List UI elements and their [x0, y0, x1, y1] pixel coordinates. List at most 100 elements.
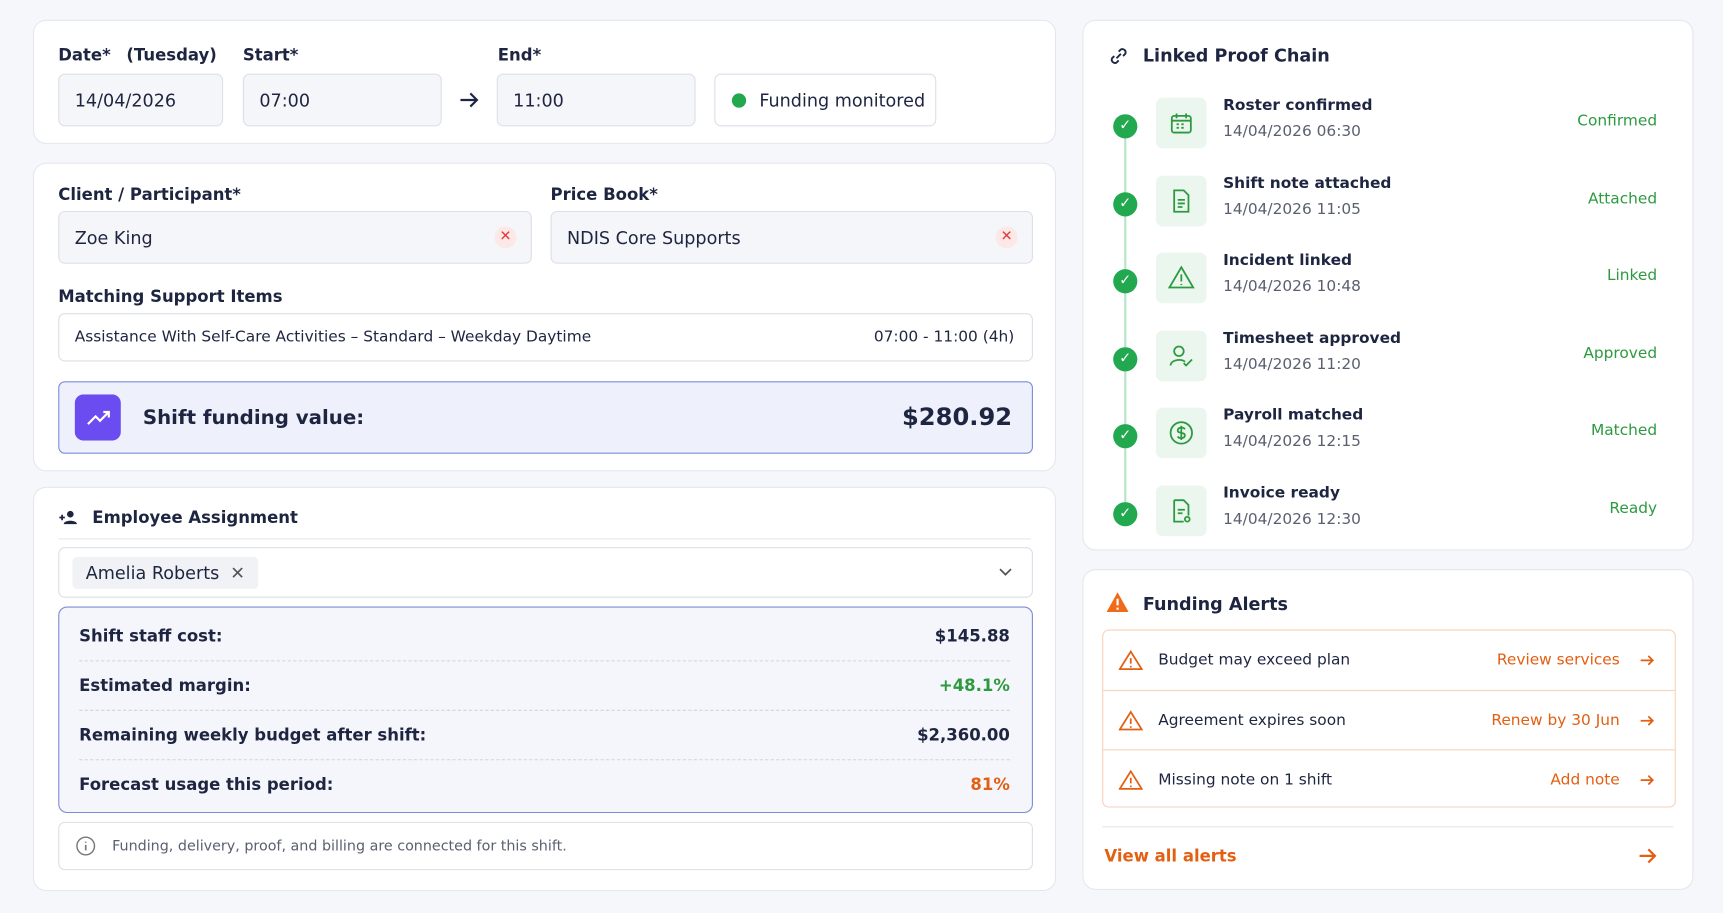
row-label: Estimated margin: [79, 675, 251, 695]
warning-icon [1106, 592, 1129, 612]
check-dot: ✓ [1113, 501, 1138, 526]
row-label: Forecast usage this period: [79, 774, 334, 794]
summary-row: Forecast usage this period: 81% [79, 759, 1010, 808]
date-label: Date* [58, 45, 111, 65]
start-input[interactable]: 07:00 [242, 73, 442, 127]
chevron[interactable] [999, 568, 1012, 577]
step-status: Attached [1587, 189, 1658, 208]
step-time: 14/04/2026 12:30 [1223, 510, 1361, 528]
alert-row[interactable]: Budget may exceed plan Review services [1103, 631, 1674, 690]
alert-row[interactable]: Agreement expires soon Renew by 30 Jun [1103, 689, 1675, 749]
step-icon [1156, 175, 1207, 226]
check-dot: ✓ [1113, 346, 1138, 371]
chain-line [1124, 115, 1127, 503]
divider [58, 538, 1031, 540]
price-book-input[interactable]: NDIS Core Supports ✕ [550, 210, 1033, 264]
clear-button[interactable]: ✕ [995, 226, 1018, 249]
check-dot: ✓ [1113, 269, 1138, 294]
step-time: 14/04/2026 10:48 [1223, 277, 1361, 296]
step-status: Approved [1583, 344, 1658, 363]
employee-chip: Amelia Roberts ✕ [72, 556, 259, 589]
clear-button[interactable]: ✕ [494, 226, 517, 249]
step-title: Payroll matched [1223, 406, 1364, 425]
step-status: Ready [1609, 499, 1658, 517]
row-value: $145.88 [934, 625, 1010, 646]
status-text: Funding monitored [759, 89, 926, 111]
employee-select[interactable]: Amelia Roberts ✕ [58, 547, 1033, 598]
items-label: Matching Support Items [58, 286, 283, 307]
step-icon [1156, 330, 1207, 381]
support-item[interactable]: Assistance With Self-Care Activities – S… [58, 313, 1033, 362]
client-input[interactable]: Zoe King ✕ [58, 210, 532, 264]
alert-text: Missing note on 1 shift [1158, 770, 1333, 789]
alerts-card: Funding Alerts Budget may exceed plan Rev… [1082, 569, 1694, 890]
arrow-icon [1640, 654, 1655, 667]
day-label: (Tuesday) [126, 45, 217, 65]
arrow-icon [1640, 714, 1655, 727]
step-icon [1156, 97, 1207, 149]
check-dot: ✓ [1113, 114, 1138, 139]
alerts-list: Budget may exceed plan Review services Agr… [1102, 629, 1676, 808]
status-chip: Funding monitored [714, 73, 937, 127]
price-book-value: NDIS Core Supports [567, 226, 741, 248]
employee-card: Employee Assignment Amelia Roberts ✕ Shif… [32, 486, 1057, 892]
step-time: 14/04/2026 06:30 [1223, 123, 1361, 141]
start-label: Start* [242, 45, 299, 65]
alert-icon [1118, 769, 1143, 791]
funding-label: Shift funding value: [142, 405, 365, 430]
client-value: Zoe King [74, 226, 153, 248]
arrow-icon[interactable] [1637, 846, 1659, 866]
team-icon [59, 510, 77, 525]
trend-icon [74, 394, 121, 441]
summary-row: Remaining weekly budget after shift: $2,3… [79, 710, 1010, 761]
date-input[interactable]: 14/04/2026 [58, 73, 224, 127]
end-label: End* [497, 45, 542, 65]
step-icon [1156, 252, 1207, 304]
view-all-link[interactable]: View all alerts [1104, 845, 1237, 866]
row-value: 81% [970, 774, 1010, 794]
end-input[interactable]: 11:00 [496, 73, 696, 127]
alert-text: Budget may exceed plan [1158, 651, 1351, 670]
step-time: 14/04/2026 11:05 [1223, 200, 1361, 219]
row-value: +48.1% [938, 675, 1010, 695]
alert-action: Add note [1550, 770, 1620, 789]
step-time: 14/04/2026 12:15 [1223, 432, 1361, 451]
note-text: Funding, delivery, proof, and billing ar… [112, 837, 567, 855]
step-title: Timesheet approved [1223, 329, 1402, 347]
summary-row: Shift staff cost: $145.88 [79, 611, 1010, 662]
link-icon [1110, 48, 1127, 64]
client-label: Client / Participant* [58, 184, 241, 205]
item-time: 07:00 - 11:00 (4h) [873, 328, 1015, 347]
row-label: Remaining weekly budget after shift: [79, 724, 427, 745]
summary-box: Shift staff cost: $145.88 Estimated margin… [58, 606, 1033, 814]
step-status: Matched [1590, 421, 1658, 440]
info-note: Funding, delivery, proof, and billing ar… [58, 821, 1033, 871]
employee-title: Employee Assignment [92, 507, 298, 528]
alert-icon [1118, 649, 1143, 671]
step-title: Invoice ready [1223, 483, 1340, 502]
step-icon [1156, 407, 1207, 459]
chain-title: Linked Proof Chain [1142, 45, 1330, 66]
item-name: Assistance With Self-Care Activities – S… [74, 328, 592, 347]
arrow-icon [460, 92, 479, 108]
funding-value: $280.92 [901, 403, 1013, 432]
price-book-label: Price Book* [550, 184, 658, 205]
remove-button[interactable]: ✕ [230, 561, 245, 583]
time-card: Date* (Tuesday) Start* End* 14/04/2026 0… [32, 19, 1057, 144]
info-icon [76, 836, 96, 856]
alert-action: Review services [1496, 651, 1620, 670]
step-time: 14/04/2026 11:20 [1223, 355, 1361, 374]
step-status: Linked [1606, 266, 1658, 285]
check-dot: ✓ [1113, 424, 1138, 449]
row-value: $2,360.00 [917, 724, 1010, 745]
divider [1102, 826, 1674, 828]
row-label: Shift staff cost: [79, 625, 223, 646]
alert-row[interactable]: Missing note on 1 shift Add note [1103, 749, 1675, 808]
step-title: Shift note attached [1223, 174, 1392, 192]
alert-icon [1118, 709, 1143, 731]
alerts-title: Funding Alerts [1142, 593, 1288, 615]
arrow-icon [1640, 773, 1655, 786]
check-dot: ✓ [1113, 191, 1138, 216]
alert-text: Agreement expires soon [1158, 711, 1346, 729]
